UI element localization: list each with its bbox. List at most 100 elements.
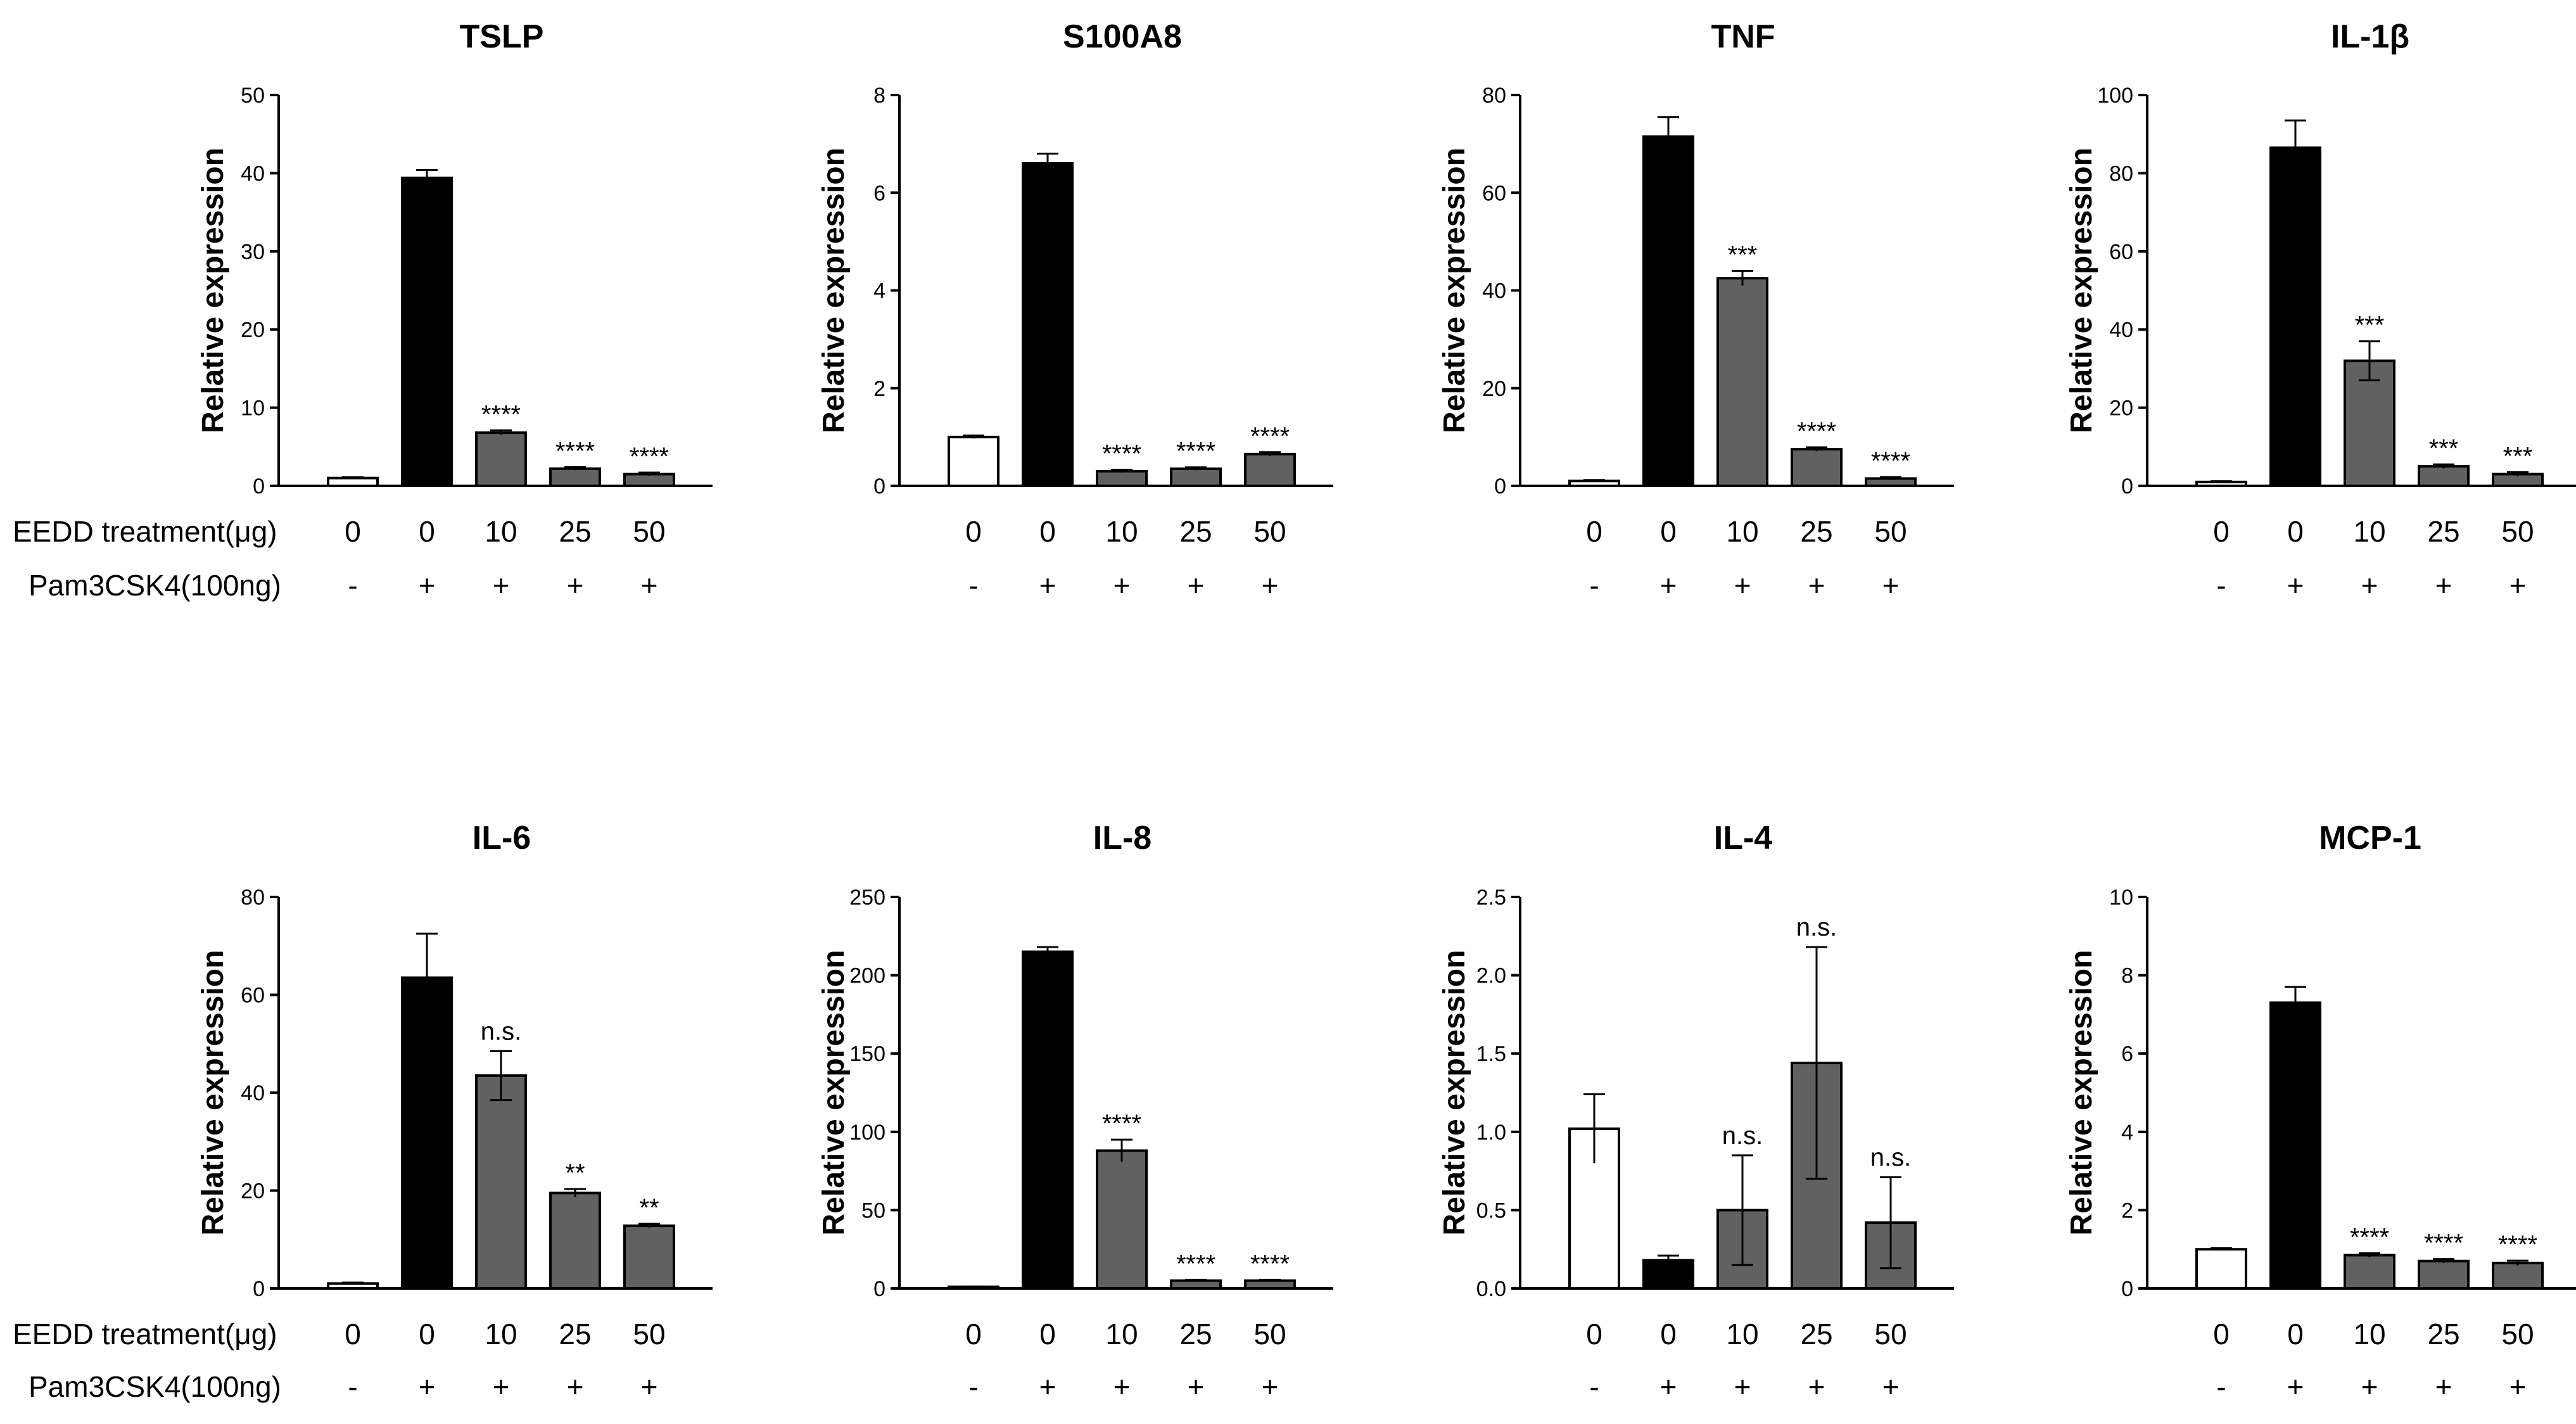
y-tick-label: 20 — [241, 318, 265, 342]
x-category-label: 0 — [345, 1318, 361, 1351]
pam-marker: + — [567, 569, 584, 602]
x-category-label: 10 — [1726, 515, 1758, 548]
pam-row-label-top: Pam3CSK4(100ng) — [29, 569, 281, 602]
y-tick-label: 40 — [241, 162, 265, 186]
error-bar — [1583, 1093, 1605, 1164]
x-category-label: 0 — [1660, 1318, 1677, 1351]
y-axis-label: Relative expression — [817, 950, 851, 1236]
error-bar — [1185, 1278, 1207, 1281]
x-category-label: 50 — [1253, 515, 1286, 548]
y-tick-label: 60 — [1482, 181, 1506, 205]
pam-marker: + — [1114, 1370, 1131, 1403]
y-tick-label: 20 — [1482, 377, 1506, 401]
significance-label: ** — [639, 1194, 659, 1222]
pam-marker: + — [2435, 569, 2452, 602]
pam-marker: - — [1589, 1370, 1599, 1403]
bar — [2195, 1248, 2247, 1290]
x-category-label: 10 — [1726, 1318, 1758, 1351]
y-tick-label: 80 — [1482, 84, 1506, 108]
chart-title: TNF — [1711, 18, 1775, 55]
error-bar — [2507, 1259, 2528, 1266]
bar — [2492, 1261, 2544, 1290]
pam-marker: + — [2361, 569, 2378, 602]
significance-label: n.s. — [1870, 1143, 1911, 1171]
y-tick-label: 40 — [1482, 279, 1506, 303]
bar — [401, 176, 453, 487]
bar — [1170, 467, 1222, 487]
x-category-label: 0 — [2287, 515, 2304, 548]
chart-2: S100A8 Relative expression 0 2 4 6 8 0 - 0 + **** 10… — [817, 18, 1333, 602]
y-tick-label: 80 — [241, 886, 265, 910]
error-bar — [2211, 480, 2232, 483]
pam-marker: + — [1039, 1370, 1056, 1403]
error-bar — [1259, 1278, 1281, 1281]
pam-marker: + — [641, 1370, 658, 1403]
treatment-row-label-bottom: EEDD treatment(μg) — [13, 1318, 277, 1351]
significance-label: *** — [1728, 241, 1758, 269]
x-category-label: 0 — [345, 515, 361, 548]
bar — [948, 435, 999, 487]
pam-marker: - — [968, 1370, 978, 1403]
error-bar — [1880, 476, 1901, 480]
bar — [1791, 448, 1843, 487]
significance-label: **** — [2350, 1223, 2389, 1251]
y-tick-label: 0 — [253, 474, 265, 499]
y-axis-label: Relative expression — [2065, 148, 2098, 433]
pam-marker: + — [493, 569, 510, 602]
significance-label: **** — [1176, 1250, 1215, 1278]
y-tick-label: 60 — [241, 984, 265, 1008]
y-tick-label: 0 — [2121, 1277, 2133, 1301]
x-category-label: 0 — [1586, 1318, 1602, 1351]
bar — [1022, 162, 1074, 487]
y-tick-label: 50 — [861, 1198, 885, 1223]
chart-title: TSLP — [460, 18, 544, 55]
significance-label: **** — [1871, 447, 1910, 475]
pam-marker: + — [641, 569, 658, 602]
error-bar — [416, 168, 438, 186]
x-category-label: 50 — [1874, 1318, 1907, 1351]
bar — [1022, 950, 1074, 1290]
x-category-label: 50 — [2501, 1318, 2534, 1351]
pam-marker: - — [2216, 569, 2226, 602]
significance-label: n.s. — [1722, 1122, 1763, 1150]
y-axis-label: Relative expression — [817, 148, 851, 433]
x-category-label: 10 — [1105, 515, 1138, 548]
y-tick-label: 30 — [241, 240, 265, 264]
chart-8: MCP-1 Relative expression 0 2 4 6 8 10 0 - 0 + **** 1… — [2065, 820, 2576, 1403]
error-bar — [342, 1281, 364, 1285]
x-category-label: 25 — [559, 1318, 591, 1351]
pam-marker: - — [348, 569, 357, 602]
pam-marker: + — [1660, 569, 1677, 602]
error-bar — [2359, 340, 2380, 381]
significance-label: **** — [1797, 417, 1836, 445]
pam-marker: + — [567, 1370, 584, 1403]
error-bar — [1185, 466, 1207, 471]
chart-title: IL-6 — [473, 820, 531, 856]
chart-title: IL-1β — [2331, 18, 2409, 55]
x-category-label: 10 — [2353, 515, 2385, 548]
error-bar — [1806, 946, 1827, 1180]
chart-5: IL-6 Relative expression 0 20 40 60 80 0 - 0 + n.s.… — [196, 820, 713, 1403]
x-category-label: 50 — [1874, 515, 1907, 548]
y-tick-label: 0 — [2121, 474, 2133, 499]
pam-marker: + — [2287, 569, 2304, 602]
bar — [1096, 469, 1148, 487]
error-bar — [1037, 153, 1058, 174]
bar — [1716, 277, 1768, 487]
pam-marker: + — [419, 1370, 436, 1403]
chart-title: IL-8 — [1093, 820, 1152, 856]
x-category-label: 25 — [1179, 1318, 1212, 1351]
pam-marker: + — [1188, 569, 1205, 602]
y-tick-label: 2 — [873, 377, 885, 401]
bar — [327, 476, 379, 487]
pam-marker: + — [2509, 1370, 2527, 1403]
bar — [2269, 1001, 2321, 1290]
y-tick-label: 0 — [253, 1277, 265, 1301]
bar — [475, 431, 527, 488]
y-tick-label: 150 — [849, 1042, 885, 1066]
pam-marker: + — [1660, 1370, 1677, 1403]
y-tick-label: 40 — [241, 1081, 265, 1105]
significance-label: **** — [1102, 440, 1141, 468]
y-tick-label: 250 — [849, 886, 885, 910]
error-bar — [1259, 451, 1281, 456]
